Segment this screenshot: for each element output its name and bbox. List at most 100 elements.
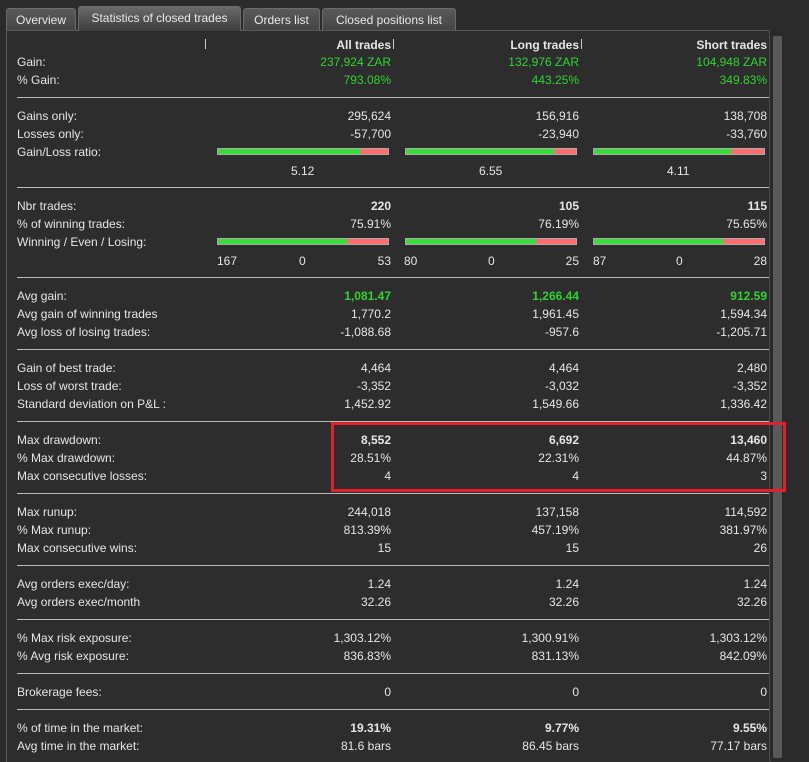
statistics-panel: All trades Long trades Short trades Gain…: [6, 30, 771, 762]
header-short-trades: Short trades: [696, 38, 767, 52]
stat-label: Standard deviation on P&L :: [17, 397, 166, 411]
tab-overview[interactable]: Overview: [6, 8, 76, 30]
stat-label: Avg gain:: [17, 289, 67, 303]
stat-value: 105: [558, 199, 579, 213]
stat-row-avg-exec-day: Avg orders exec/day: 1.24 1.24 1.24: [7, 575, 770, 593]
winning-fill: [406, 239, 536, 244]
stat-row-nbr-trades: Nbr trades: 220 105 115: [7, 197, 770, 215]
stat-value: 76.19%: [538, 217, 579, 231]
tab-statistics-closed-trades[interactable]: Statistics of closed trades: [78, 6, 241, 31]
stat-value: 1,081.47: [344, 289, 391, 303]
stat-label: Avg time in the market:: [17, 739, 140, 753]
stat-value: -23,940: [538, 127, 579, 141]
gain-loss-ratio-bar: [217, 148, 389, 155]
stat-value: 0: [572, 685, 579, 699]
stat-label: Gain/Loss ratio:: [17, 145, 102, 159]
section-divider: [17, 349, 769, 350]
stat-value: 1,303.12%: [709, 631, 767, 645]
winning-losing-bar: [405, 238, 577, 245]
stat-row-gain: Gain: 237,924 ZAR 132,976 ZAR 104,948 ZA…: [7, 53, 770, 71]
stat-value: 114,592: [724, 505, 768, 519]
stat-row-time-in-market: % of time in the market: 19.31% 9.77% 9.…: [7, 719, 770, 737]
stat-value: 831.13%: [531, 649, 579, 663]
section-divider: [17, 97, 769, 98]
stat-row-avg-exec-month: Avg orders exec/month 32.26 32.26 32.26: [7, 593, 770, 611]
stat-value: -57,700: [350, 127, 391, 141]
stat-row-ratio-values: 5.12 6.55 4.11: [7, 162, 770, 180]
stat-value: 9.55%: [732, 721, 767, 735]
stat-value: 156,916: [535, 109, 579, 123]
tab-closed-positions-list[interactable]: Closed positions list: [322, 8, 456, 30]
stat-row-losses-only: Losses only: -57,700 -23,940 -33,760: [7, 125, 770, 143]
stat-value: 77.17 bars: [710, 739, 767, 753]
stat-value: 2,480: [736, 361, 767, 375]
losing-count: 53: [377, 254, 391, 268]
stat-value: -1,088.68: [340, 325, 391, 339]
stat-value: 1,452.92: [344, 397, 391, 411]
section-divider: [17, 493, 769, 494]
stat-value: 8,552: [360, 433, 391, 447]
stat-value: -3,032: [544, 379, 579, 393]
even-count: 0: [488, 254, 495, 268]
stat-value: 443.25%: [531, 73, 579, 87]
winning-count: 167: [217, 254, 238, 268]
stat-label: % Gain:: [17, 73, 60, 87]
stat-value: 13,460: [730, 433, 767, 447]
stat-label: Nbr trades:: [17, 199, 77, 213]
stat-value: 295,624: [347, 109, 391, 123]
stat-row-pct-max-runup: % Max runup: 813.39% 457.19% 381.97%: [7, 521, 770, 539]
winning-fill: [218, 239, 348, 244]
stat-value: 5.12: [291, 164, 315, 178]
stat-value: -3,352: [732, 379, 767, 393]
section-divider: [17, 565, 769, 566]
scrollbar-thumb[interactable]: [773, 36, 782, 758]
tab-bar: Overview Statistics of closed trades Ord…: [0, 0, 809, 31]
stat-value: 15: [565, 541, 579, 555]
stat-value: 4,464: [548, 361, 579, 375]
stat-row-winning-even-losing: Winning / Even / Losing:: [7, 233, 770, 251]
stat-value: 86.45 bars: [522, 739, 579, 753]
section-divider: [17, 187, 769, 188]
stat-label: Losses only:: [17, 127, 84, 141]
stat-row-pct-gain: % Gain: 793.08% 443.25% 349.83%: [7, 71, 770, 89]
winning-count: 80: [404, 254, 418, 268]
column-divider: [205, 39, 206, 49]
stat-row-avg-loss-losing: Avg loss of losing trades: -1,088.68 -95…: [7, 323, 770, 341]
stat-label: Gain of best trade:: [17, 361, 116, 375]
vertical-scrollbar[interactable]: [769, 30, 786, 761]
stat-value: 1,549.66: [532, 397, 579, 411]
stat-value: 44.87%: [726, 451, 767, 465]
stat-label: Loss of worst trade:: [17, 379, 122, 393]
stat-value: 75.91%: [350, 217, 391, 231]
stat-label: Max runup:: [17, 505, 78, 519]
stat-label: % of winning trades:: [17, 217, 126, 231]
stat-label: Avg loss of losing trades:: [17, 325, 151, 339]
stat-row-stddev: Standard deviation on P&L : 1,452.92 1,5…: [7, 395, 770, 413]
gain-loss-ratio-fill: [406, 149, 554, 154]
stat-value: -3,352: [356, 379, 391, 393]
losing-count: 25: [565, 254, 579, 268]
stat-value: 81.6 bars: [340, 739, 391, 753]
stat-value: 813.39%: [343, 523, 391, 537]
stat-row-wel-counts: 167 0 53 80 0 25 87 0 28: [7, 252, 770, 270]
stat-value: 6.55: [479, 164, 503, 178]
stat-value: 9.77%: [544, 721, 579, 735]
stat-value: 793.08%: [343, 73, 391, 87]
gain-loss-ratio-bar: [593, 148, 765, 155]
stat-value: 842.09%: [719, 649, 767, 663]
stat-value: 1,961.45: [532, 307, 579, 321]
winning-losing-bar: [593, 238, 765, 245]
stat-value: 220: [370, 199, 391, 213]
section-divider: [17, 709, 769, 710]
header-row: All trades Long trades Short trades: [7, 36, 770, 54]
stat-value: 1.24: [743, 577, 767, 591]
stat-value: 32.26: [548, 595, 579, 609]
drawdown-highlight-box: [331, 422, 786, 492]
stat-row-best-trade: Gain of best trade: 4,464 4,464 2,480: [7, 359, 770, 377]
stat-value: 32.26: [360, 595, 391, 609]
tab-orders-list[interactable]: Orders list: [243, 8, 320, 30]
stat-value: 104,948 ZAR: [696, 55, 767, 69]
stat-label: % Avg risk exposure:: [17, 649, 129, 663]
stat-row-avg-risk: % Avg risk exposure: 836.83% 831.13% 842…: [7, 647, 770, 665]
stat-label: Avg gain of winning trades: [17, 307, 158, 321]
